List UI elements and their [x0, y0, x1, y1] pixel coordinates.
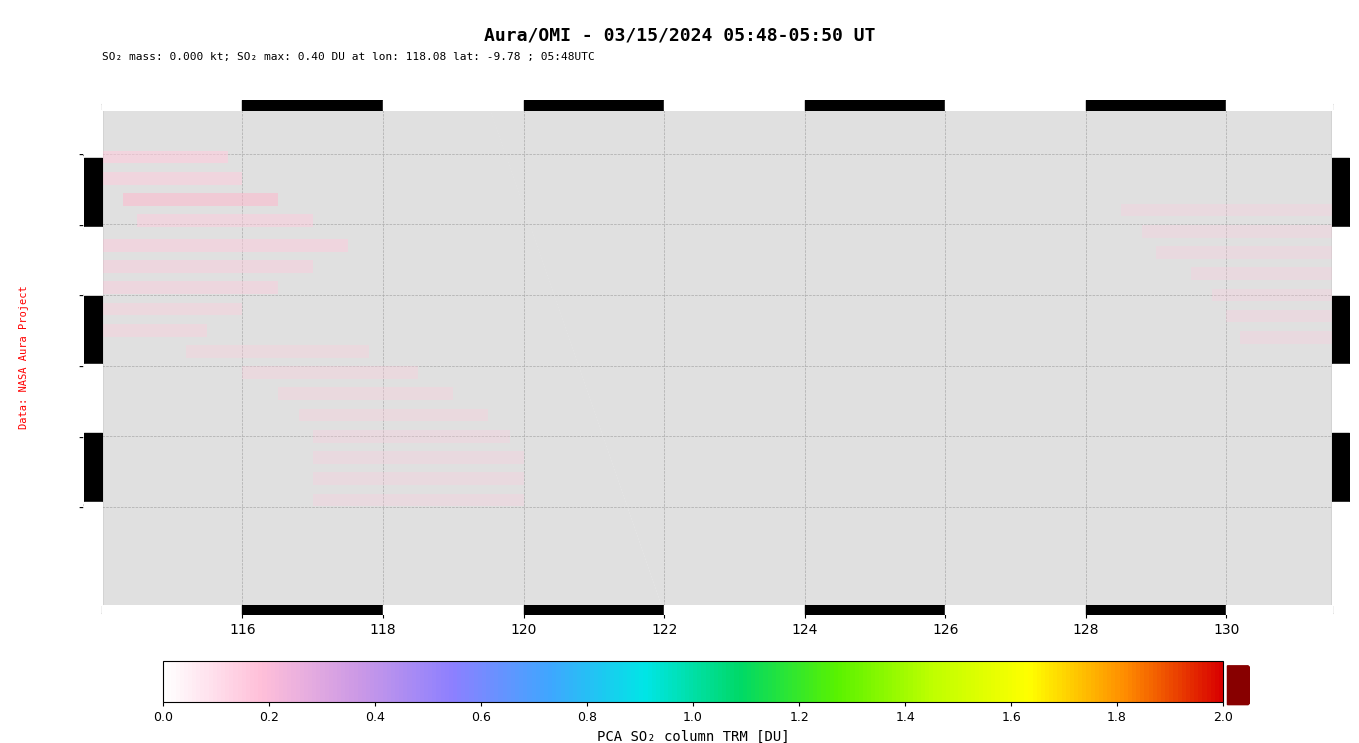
FancyArrow shape	[1227, 666, 1268, 704]
Polygon shape	[137, 214, 313, 227]
Polygon shape	[313, 473, 523, 485]
Polygon shape	[102, 104, 665, 613]
Polygon shape	[277, 388, 454, 400]
Polygon shape	[102, 260, 313, 273]
Polygon shape	[124, 193, 277, 206]
Polygon shape	[1121, 204, 1332, 216]
Text: SO₂ mass: 0.000 kt; SO₂ max: 0.40 DU at lon: 118.08 lat: -9.78 ; 05:48UTC: SO₂ mass: 0.000 kt; SO₂ max: 0.40 DU at …	[102, 52, 595, 62]
Polygon shape	[1157, 246, 1332, 259]
Polygon shape	[488, 104, 1332, 613]
X-axis label: PCA SO₂ column TRM [DU]: PCA SO₂ column TRM [DU]	[597, 730, 790, 743]
Text: Aura/OMI - 03/15/2024 05:48-05:50 UT: Aura/OMI - 03/15/2024 05:48-05:50 UT	[484, 26, 875, 44]
Polygon shape	[102, 282, 277, 294]
Polygon shape	[102, 239, 348, 252]
Polygon shape	[1241, 331, 1332, 344]
Polygon shape	[102, 172, 242, 184]
FancyArrow shape	[91, 666, 132, 704]
Polygon shape	[1142, 225, 1332, 238]
Text: Data: NASA Aura Project: Data: NASA Aura Project	[19, 285, 30, 429]
Polygon shape	[313, 430, 510, 443]
Polygon shape	[102, 324, 208, 337]
Polygon shape	[102, 151, 228, 163]
Polygon shape	[102, 302, 242, 315]
Polygon shape	[313, 451, 523, 464]
Polygon shape	[1212, 288, 1332, 301]
Polygon shape	[299, 409, 488, 421]
Polygon shape	[1226, 310, 1332, 322]
Polygon shape	[242, 366, 419, 379]
Polygon shape	[313, 493, 523, 506]
Polygon shape	[1192, 267, 1332, 280]
Polygon shape	[186, 345, 370, 358]
